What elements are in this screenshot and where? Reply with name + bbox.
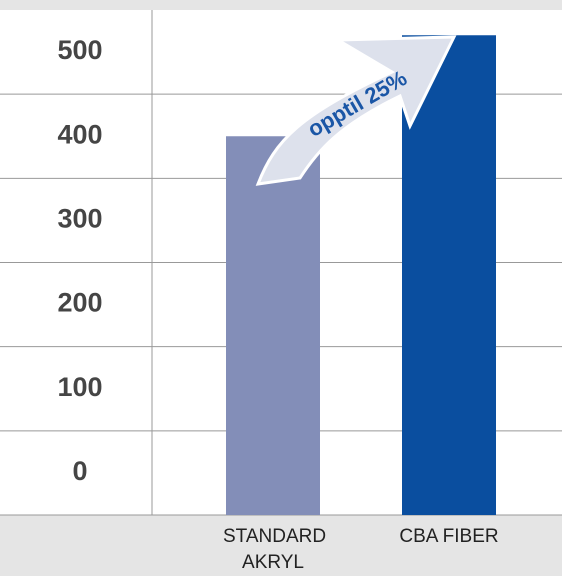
y-tick-label: 500: [57, 35, 102, 65]
bar: [402, 35, 496, 515]
arrow: [255, 35, 457, 186]
y-tick-label: 300: [57, 204, 102, 234]
y-tick-label: 400: [57, 119, 102, 149]
y-tick-label: 0: [72, 456, 87, 486]
bar: [226, 136, 320, 515]
x-tick-label: STANDARD AKRYL: [223, 526, 327, 573]
y-tick-label: 200: [57, 288, 102, 318]
y-tick-label: 100: [57, 372, 102, 402]
x-tick-label: CBA FIBER: [399, 526, 499, 547]
